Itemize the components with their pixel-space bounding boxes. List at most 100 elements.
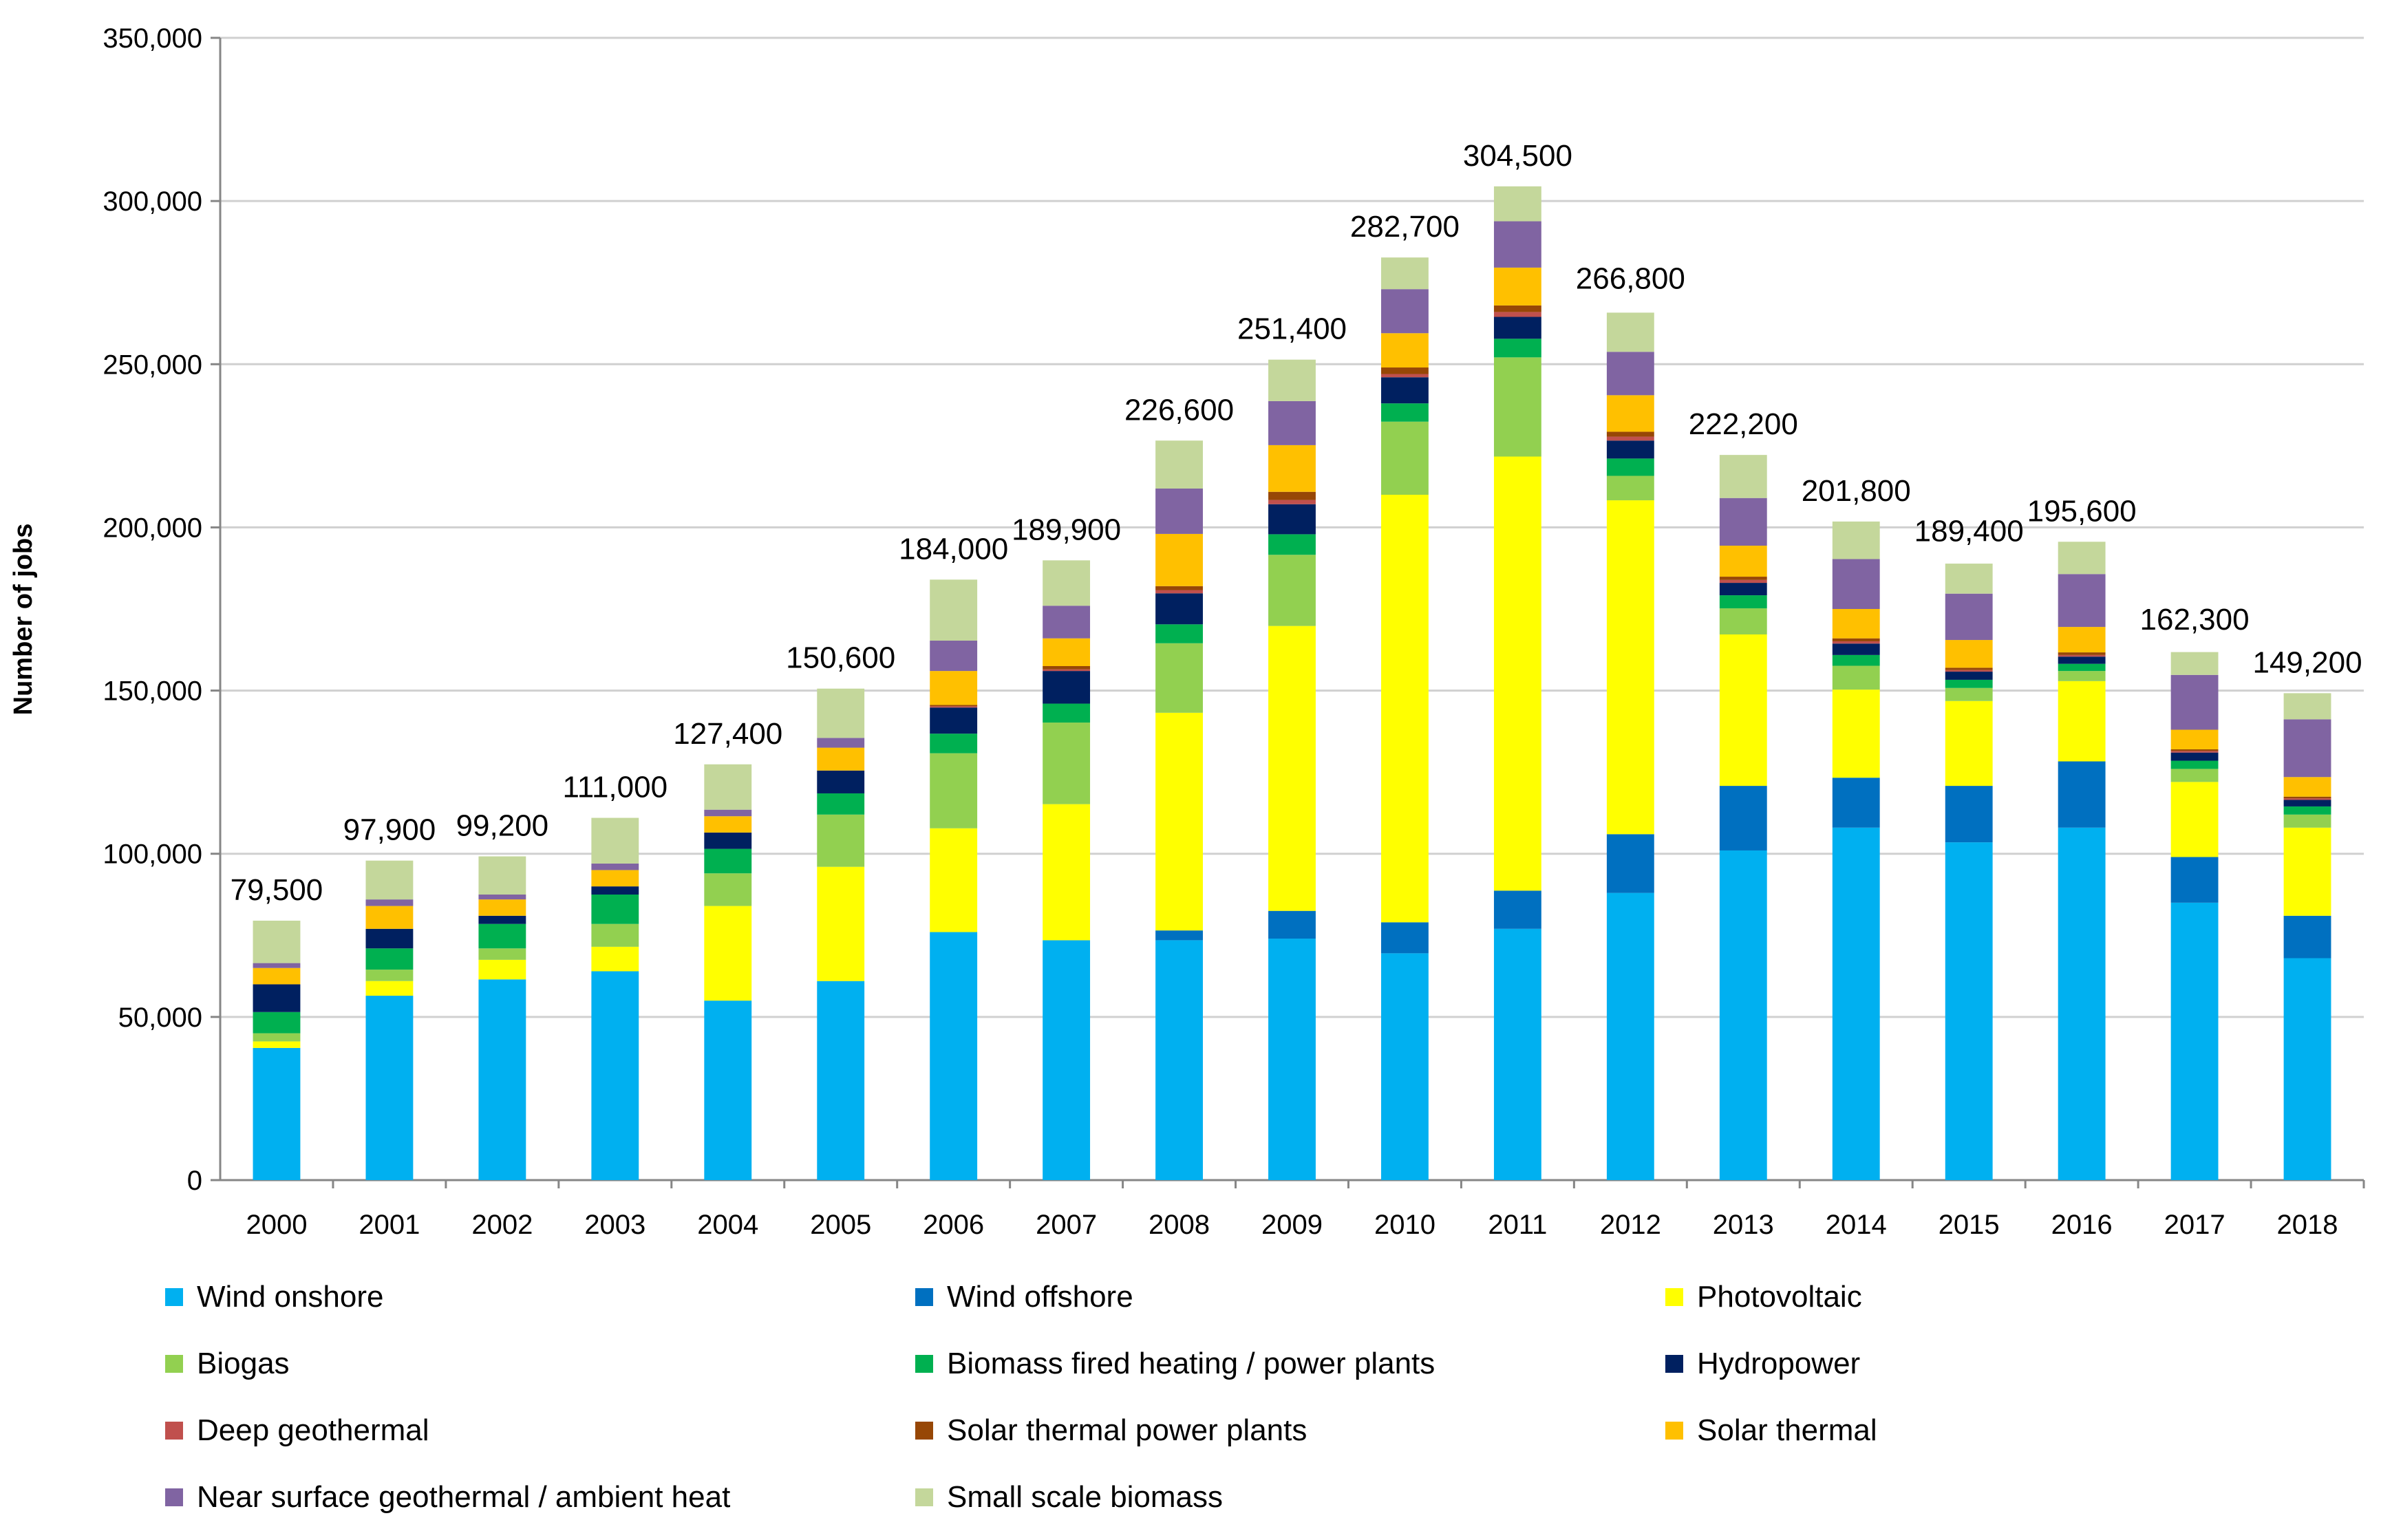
x-tick-label: 2017 bbox=[2164, 1210, 2225, 1240]
bar-segment-biomass-fired-heating-power-plants-2017 bbox=[2170, 760, 2219, 769]
total-label: 150,600 bbox=[786, 641, 895, 675]
bar-segment-wind-onshore-2011 bbox=[1493, 928, 1541, 1180]
x-tick-label: 2001 bbox=[359, 1210, 420, 1240]
x-tick-label: 2004 bbox=[697, 1210, 758, 1240]
legend-label: Solar thermal bbox=[1697, 1413, 1877, 1447]
bar-segment-near-surface-geothermal-ambient-heat-2008 bbox=[1155, 488, 1203, 534]
x-tick-label: 2008 bbox=[1149, 1210, 1210, 1240]
bar-segment-hydropower-2006 bbox=[930, 707, 978, 734]
bar-segment-deep-geothermal-2017 bbox=[2170, 751, 2219, 753]
bar-segment-hydropower-2008 bbox=[1155, 593, 1203, 625]
labels: 0 50,000 100,000 150,000 200,000 250,000 300,0… bbox=[103, 23, 2362, 1240]
bar-segment-solar-thermal-2018 bbox=[2283, 777, 2331, 797]
bar-segment-biomass-fired-heating-power-plants-2010 bbox=[1381, 403, 1429, 422]
legend-swatch bbox=[1665, 1355, 1683, 1373]
bar-segment-photovoltaic-2012 bbox=[1606, 500, 1654, 835]
bar-segment-photovoltaic-2011 bbox=[1493, 456, 1541, 891]
total-label: 184,000 bbox=[899, 532, 1008, 566]
bar-segment-solar-thermal-power-plants-2010 bbox=[1381, 367, 1429, 374]
bar-segment-solar-thermal-2006 bbox=[930, 671, 978, 705]
bar-segment-wind-onshore-2005 bbox=[817, 981, 865, 1180]
bar-segment-solar-thermal-2009 bbox=[1268, 445, 1316, 492]
bar-segment-solar-thermal-power-plants-2017 bbox=[2170, 749, 2219, 751]
legend-label: Near surface geothermal / ambient heat bbox=[197, 1480, 731, 1514]
bar-segment-solar-thermal-2011 bbox=[1493, 267, 1541, 306]
bar-segment-biomass-fired-heating-power-plants-2003 bbox=[591, 895, 639, 924]
bar-segment-small-scale-biomass-2002 bbox=[478, 856, 526, 895]
bar-segment-photovoltaic-2004 bbox=[704, 906, 752, 1001]
bar-segment-biogas-2008 bbox=[1155, 643, 1203, 713]
legend-label: Solar thermal power plants bbox=[947, 1413, 1307, 1447]
x-tick-label: 2005 bbox=[810, 1210, 871, 1240]
bar-segment-small-scale-biomass-2003 bbox=[591, 817, 639, 864]
legend-swatch bbox=[165, 1355, 183, 1373]
x-tick-label: 2018 bbox=[2277, 1210, 2338, 1240]
bar-segment-biogas-2009 bbox=[1268, 555, 1316, 626]
bar-segment-deep-geothermal-2015 bbox=[1945, 670, 1993, 672]
legend-swatch bbox=[915, 1355, 933, 1373]
x-tick-label: 2006 bbox=[923, 1210, 984, 1240]
bar-segment-wind-onshore-2003 bbox=[591, 971, 639, 1180]
y-tick-label: 100,000 bbox=[103, 839, 202, 870]
legend-item: Hydropower bbox=[1665, 1343, 1860, 1384]
bar-segment-small-scale-biomass-2018 bbox=[2283, 693, 2331, 720]
bar-segment-wind-onshore-2002 bbox=[478, 979, 526, 1180]
legend-swatch bbox=[1665, 1422, 1683, 1440]
bar-segment-deep-geothermal-2014 bbox=[1832, 641, 1880, 644]
bar-segment-wind-onshore-2014 bbox=[1832, 827, 1880, 1180]
bar-segment-near-surface-geothermal-ambient-heat-2009 bbox=[1268, 400, 1316, 445]
bar-segment-hydropower-2014 bbox=[1832, 643, 1880, 655]
bar-segment-small-scale-biomass-2004 bbox=[704, 764, 752, 810]
bar-segment-small-scale-biomass-2007 bbox=[1043, 560, 1091, 606]
bar-segment-photovoltaic-2006 bbox=[930, 828, 978, 932]
bar-segment-photovoltaic-2017 bbox=[2170, 782, 2219, 857]
x-tick-label: 2007 bbox=[1036, 1210, 1097, 1240]
bar-segment-wind-offshore-2012 bbox=[1606, 834, 1654, 893]
total-label: 97,900 bbox=[343, 813, 436, 847]
bar-segment-near-surface-geothermal-ambient-heat-2001 bbox=[365, 899, 414, 906]
bar-segment-biogas-2002 bbox=[478, 948, 526, 960]
bar-segment-photovoltaic-2005 bbox=[817, 866, 865, 981]
bar-segment-biogas-2013 bbox=[1719, 608, 1767, 634]
bar-segment-biogas-2007 bbox=[1043, 723, 1091, 804]
bar-segment-photovoltaic-2000 bbox=[253, 1041, 301, 1048]
legend-swatch bbox=[165, 1422, 183, 1440]
bar-segment-biomass-fired-heating-power-plants-2014 bbox=[1832, 654, 1880, 666]
bar-segment-photovoltaic-2018 bbox=[2283, 827, 2331, 916]
bar-segment-solar-thermal-power-plants-2007 bbox=[1043, 666, 1091, 670]
bar-segment-biogas-2006 bbox=[930, 753, 978, 828]
bar-segment-biogas-2012 bbox=[1606, 475, 1654, 501]
bar-segment-photovoltaic-2007 bbox=[1043, 804, 1091, 941]
bar-segment-deep-geothermal-2012 bbox=[1606, 436, 1654, 441]
bar-segment-small-scale-biomass-2009 bbox=[1268, 359, 1316, 401]
bar-segment-near-surface-geothermal-ambient-heat-2011 bbox=[1493, 221, 1541, 268]
bar-segment-deep-geothermal-2011 bbox=[1493, 312, 1541, 317]
bar-segment-small-scale-biomass-2013 bbox=[1719, 455, 1767, 498]
bar-segment-hydropower-2013 bbox=[1719, 583, 1767, 596]
bar-segment-wind-onshore-2007 bbox=[1043, 940, 1091, 1180]
bar-segment-biogas-2011 bbox=[1493, 357, 1541, 457]
bar-segment-wind-offshore-2016 bbox=[2058, 761, 2106, 828]
bar-segment-wind-onshore-2000 bbox=[253, 1047, 301, 1180]
bar-segment-wind-offshore-2015 bbox=[1945, 786, 1993, 843]
bar-segment-solar-thermal-power-plants-2014 bbox=[1832, 638, 1880, 641]
bar-segment-photovoltaic-2008 bbox=[1155, 712, 1203, 931]
bar-segment-solar-thermal-2002 bbox=[478, 899, 526, 916]
bar-segment-wind-offshore-2008 bbox=[1155, 930, 1203, 941]
stacked-bar-chart: 0 50,000 100,000 150,000 200,000 250,000 300,0… bbox=[9, 23, 2365, 1240]
legend-label: Hydropower bbox=[1697, 1347, 1861, 1380]
bar-segment-solar-thermal-power-plants-2012 bbox=[1606, 431, 1654, 437]
bar-segment-small-scale-biomass-2006 bbox=[930, 579, 978, 641]
bar-segment-hydropower-2007 bbox=[1043, 671, 1091, 704]
total-label: 189,400 bbox=[1914, 515, 2024, 548]
x-tick-label: 2012 bbox=[1600, 1210, 1661, 1240]
bar-segment-hydropower-2017 bbox=[2170, 752, 2219, 761]
total-label: 282,700 bbox=[1350, 210, 1460, 244]
bar-segment-photovoltaic-2003 bbox=[591, 946, 639, 972]
bar-segment-solar-thermal-2012 bbox=[1606, 395, 1654, 432]
bar-segment-hydropower-2016 bbox=[2058, 656, 2106, 664]
bar-segment-wind-onshore-2001 bbox=[365, 996, 414, 1180]
legend-item: Deep geothermal bbox=[165, 1410, 429, 1451]
total-label: 304,500 bbox=[1463, 139, 1572, 173]
bar-segment-small-scale-biomass-2011 bbox=[1493, 186, 1541, 222]
